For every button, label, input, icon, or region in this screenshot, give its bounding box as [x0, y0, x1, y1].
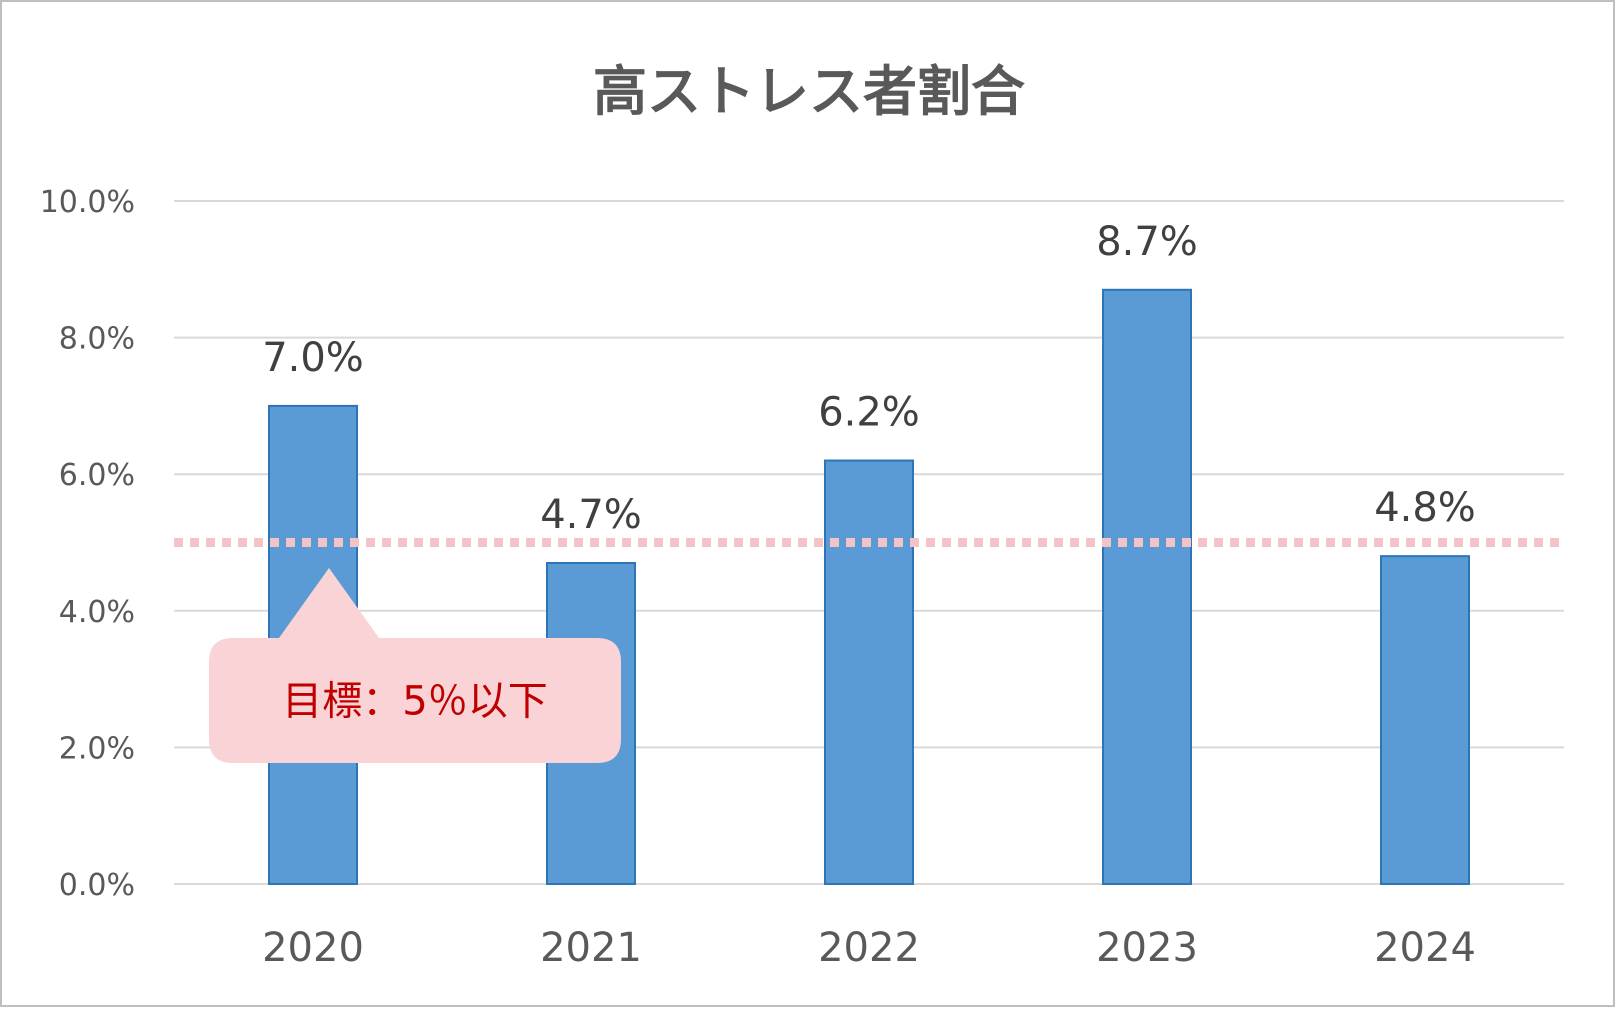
data-label-2023: 8.7% — [1096, 219, 1198, 265]
bar-2024 — [1380, 555, 1470, 885]
y-tick-label: 2.0% — [59, 731, 135, 766]
data-label-2020: 7.0% — [262, 335, 364, 381]
x-tick-label-2022: 2022 — [818, 925, 920, 971]
data-label-2022: 6.2% — [818, 390, 920, 436]
y-tick-label: 10.0% — [40, 185, 135, 220]
bar-2023 — [1102, 288, 1192, 886]
y-tick-label: 4.0% — [59, 595, 135, 630]
target-callout: 目標：5％以下 — [209, 568, 621, 763]
bars-layer — [268, 288, 1470, 886]
y-tick-label: 0.0% — [59, 868, 135, 903]
data-label-2024: 4.8% — [1374, 485, 1476, 531]
labels-layer: 7.0% 2020 4.7% 2021 6.2% 2022 8.7% 2023 4.8% 2024 — [262, 219, 1476, 971]
y-tick-label: 8.0% — [59, 322, 135, 357]
chart-title: 高ストレス者割合 — [593, 60, 1025, 123]
data-label-2021: 4.7% — [540, 492, 642, 538]
x-tick-label-2023: 2023 — [1096, 925, 1198, 971]
x-tick-label-2021: 2021 — [540, 925, 642, 971]
callout-text: 目標：5％以下 — [282, 679, 547, 725]
x-tick-label-2024: 2024 — [1374, 925, 1476, 971]
x-tick-label-2020: 2020 — [262, 925, 364, 971]
callout-bubble — [209, 568, 621, 763]
y-tick-label: 6.0% — [59, 458, 135, 493]
bar-2022 — [824, 459, 914, 885]
